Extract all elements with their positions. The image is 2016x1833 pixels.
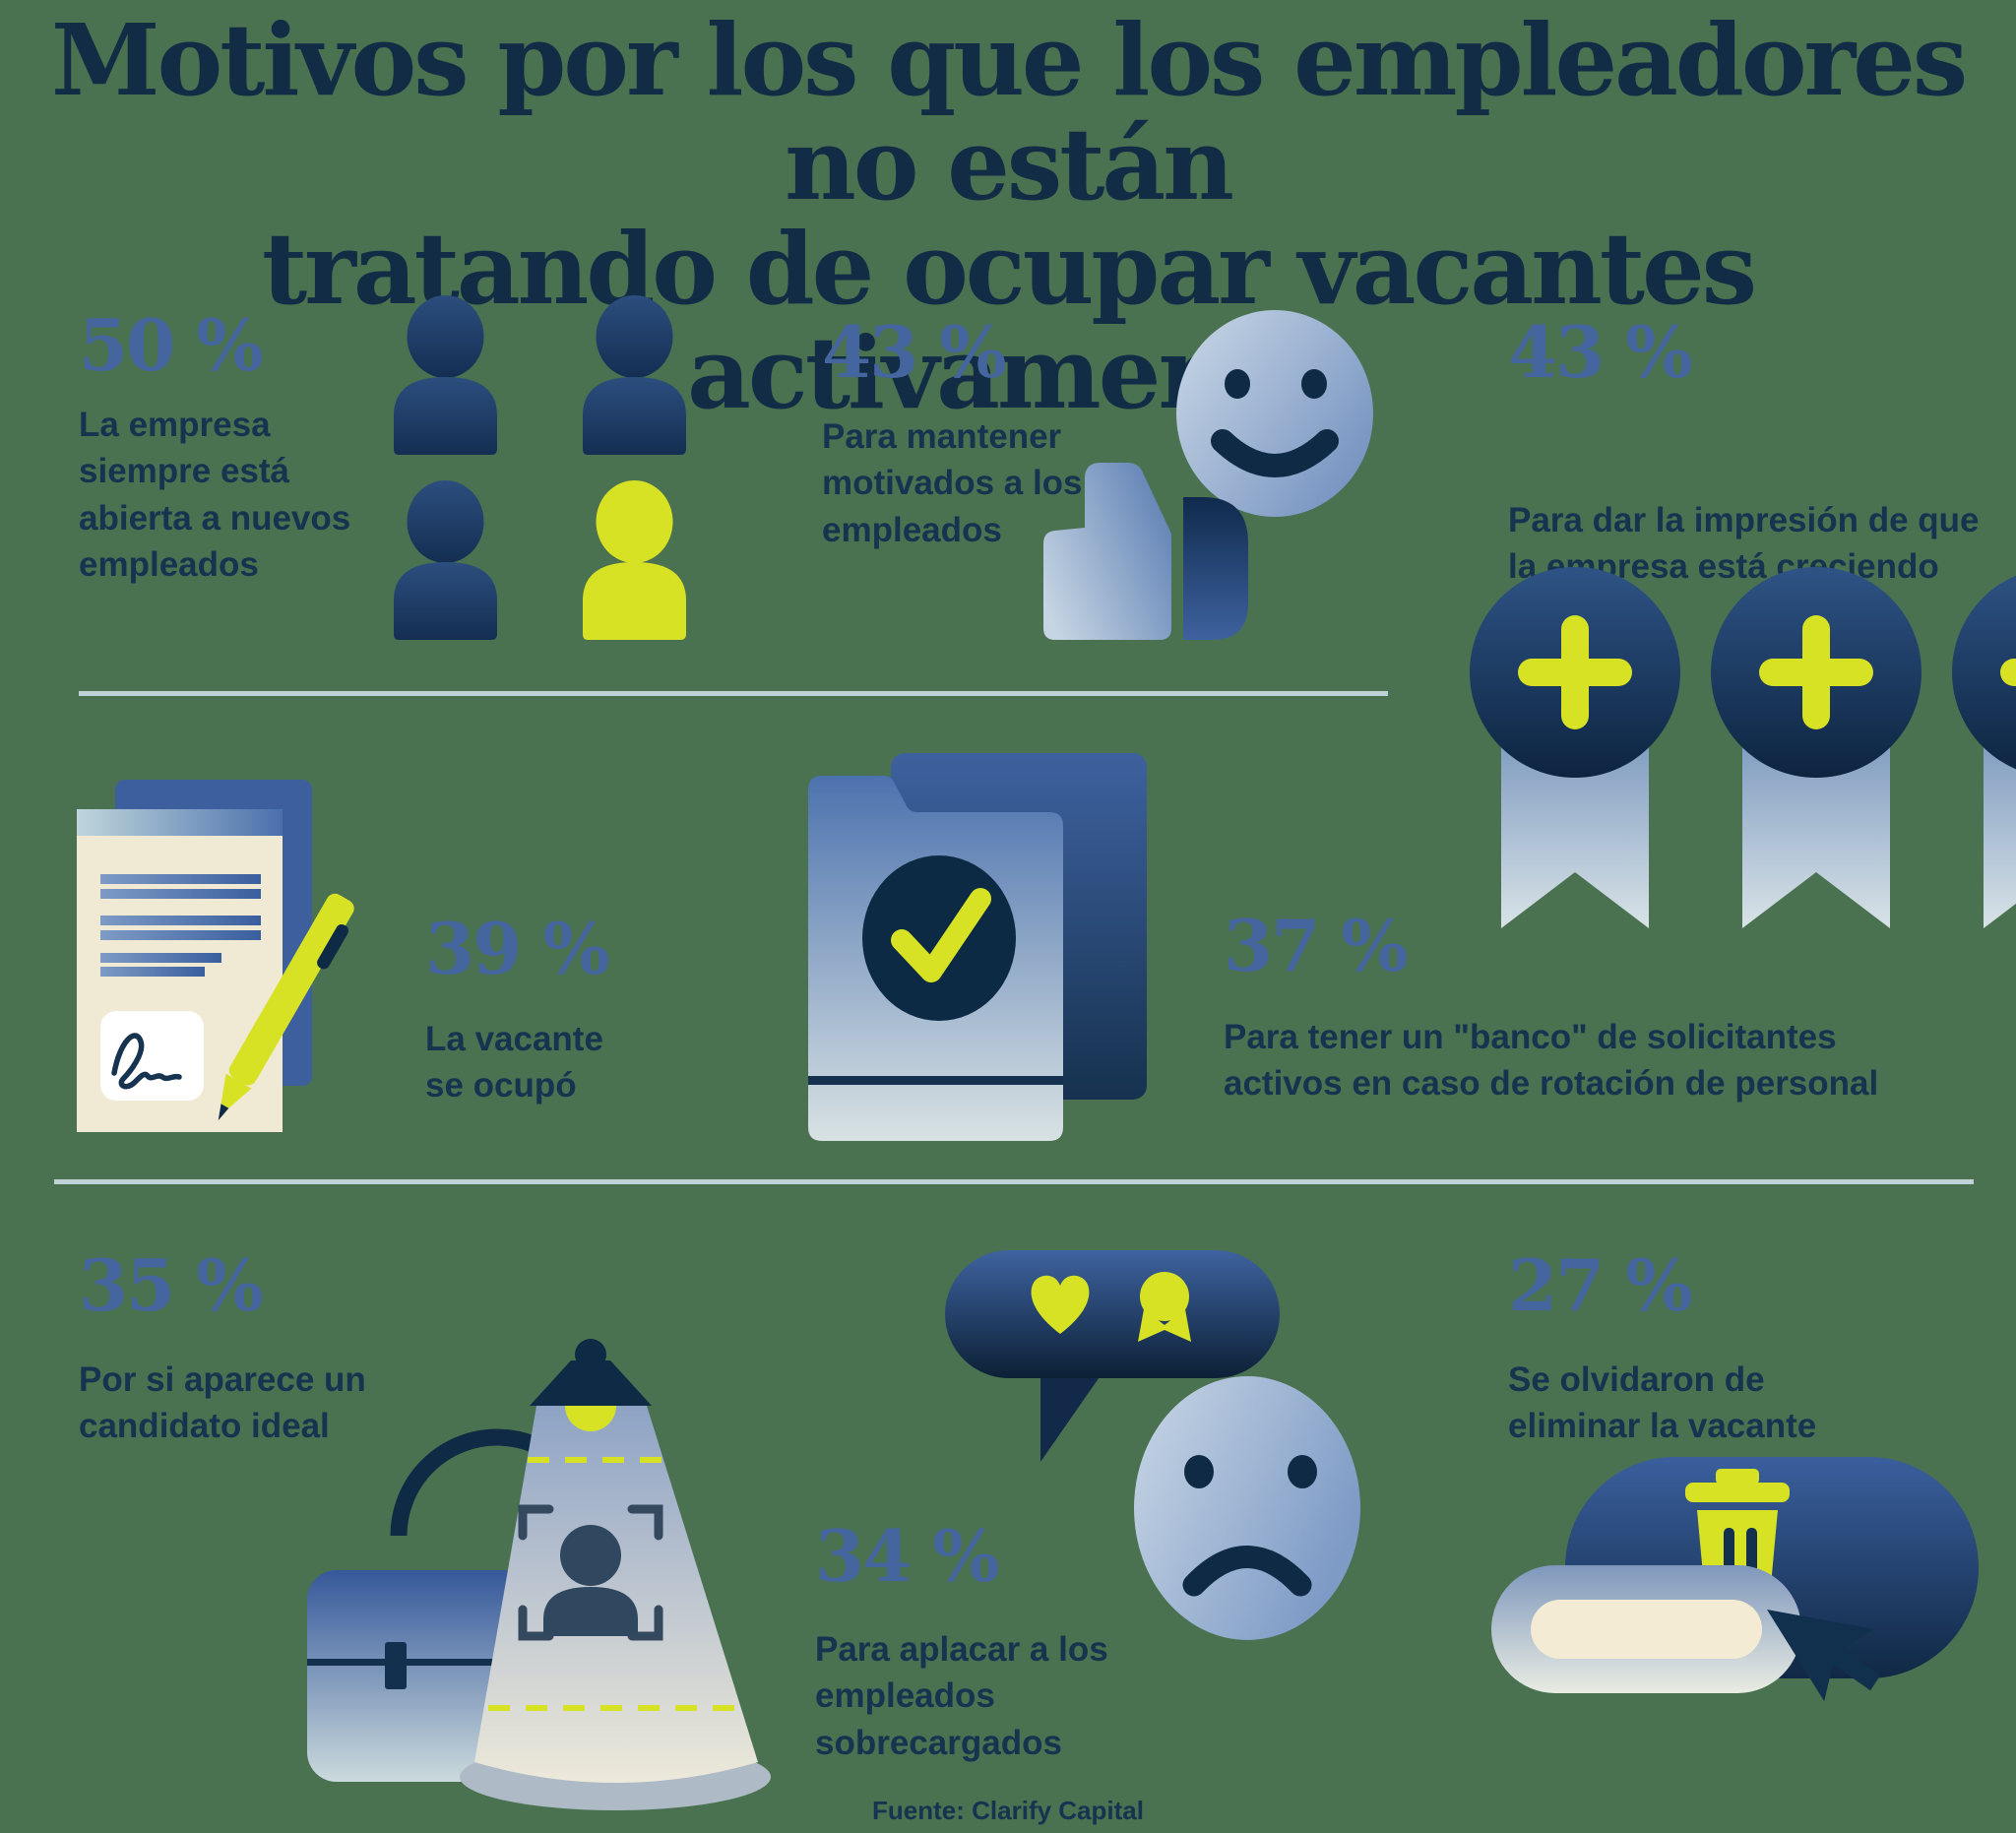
smiley-thumbs-up-icon: [1043, 310, 1373, 640]
source-attribution: Fuente: Clarify Capital: [872, 1796, 1144, 1825]
stat-39-percent: 39 %: [425, 907, 610, 990]
spotlight-lamp-icon: [530, 1339, 652, 1431]
signed-document-pen-icon: [77, 780, 354, 1132]
eye-icon: [1301, 369, 1327, 399]
candidate-frame-icon: [518, 1504, 663, 1641]
stat-43b-description: Para dar la impresión de que la empresa …: [1508, 501, 1980, 587]
award-ribbon-icon: [1711, 567, 1922, 928]
person-highlighted-icon: [583, 480, 686, 640]
heart-icon: [1031, 1275, 1090, 1334]
title-line-2: tratando de ocupar vacantes activamente: [261, 211, 1757, 431]
stat-37-description: Para tener un "banco" de solicitantes ac…: [1224, 1018, 1879, 1104]
cursor-icon: [1767, 1610, 1881, 1702]
people-group-icon: [394, 295, 686, 640]
briefcase-spotlight-icon: [307, 1339, 771, 1810]
front-folder: [808, 776, 1063, 1141]
pen-tip: [218, 1104, 229, 1121]
thumbs-up-icon: [1043, 463, 1248, 640]
eye-icon: [1184, 1455, 1214, 1488]
chat-bubble-sad-face-icon: [945, 1250, 1360, 1640]
check-circle: [862, 855, 1016, 1021]
briefcase-latch: [385, 1642, 407, 1689]
award-ribbon-icon: [1952, 575, 2016, 928]
folder-check-icon: [808, 753, 1147, 1141]
plus-icon: [2000, 659, 2016, 686]
frown-mouth: [1182, 1546, 1312, 1597]
section-divider: [54, 1179, 1974, 1184]
bubble-tail: [1040, 1359, 1112, 1462]
eye-icon: [1225, 369, 1250, 399]
stat-37-percent: 37 %: [1224, 904, 1409, 987]
plus-icon: [1802, 615, 1830, 729]
stat-34-description: Para aplacar a los empleados sobrecargad…: [815, 1630, 1108, 1762]
search-bar-pill: [1491, 1565, 1801, 1693]
stat-35-percent: 35 %: [79, 1243, 264, 1327]
stat-43a-description: Para mantener motivados a los empleados: [822, 417, 1083, 549]
section-divider: [79, 691, 1388, 696]
text-line: [100, 874, 261, 884]
stat-39-description: La vacante se ocupó: [425, 1020, 603, 1106]
plus-icon: [1561, 615, 1589, 729]
bulb-icon: [565, 1406, 616, 1431]
stat-27-description: Se olvidaron de eliminar la vacante: [1508, 1360, 1817, 1446]
title-line-1: Motivos por los que los empleadores no e…: [50, 2, 1968, 222]
page-title: Motivos por los que los empleadores no e…: [0, 8, 2016, 425]
sad-face-icon: [1134, 1376, 1360, 1640]
smiley-face-icon: [1176, 310, 1373, 517]
stat-43a-percent: 43 %: [822, 310, 1007, 394]
person-icon: [583, 295, 686, 455]
eye-icon: [1288, 1455, 1317, 1488]
delete-job-posting-icon: [1491, 1457, 1979, 1702]
person-icon: [394, 295, 497, 455]
check-icon: [891, 888, 991, 982]
stat-34-percent: 34 %: [815, 1514, 1000, 1598]
medal-icon: [1138, 1272, 1191, 1342]
pen-icon: [218, 893, 354, 1121]
smile-mouth: [1211, 429, 1339, 477]
chat-bubble-icon: [945, 1250, 1280, 1462]
candidate-person-icon: [543, 1525, 638, 1636]
text-line: [100, 889, 261, 899]
text-line: [100, 916, 261, 925]
page-header-band: [77, 809, 283, 836]
pen-clip: [317, 923, 348, 970]
stat-43b-percent: 43 %: [1508, 310, 1693, 394]
person-icon: [394, 480, 497, 640]
award-ribbons-icon: [1470, 567, 2016, 928]
search-bar-field: [1531, 1600, 1762, 1659]
award-ribbon-icon: [1470, 567, 1680, 928]
signature-squiggle: [111, 1033, 182, 1090]
stat-27-percent: 27 %: [1508, 1243, 1693, 1327]
text-line: [100, 953, 221, 963]
stat-50-description: La empresa siempre está abierta a nuevos…: [79, 406, 351, 584]
stat-50-percent: 50 %: [79, 303, 264, 387]
thumb-cuff: [1183, 497, 1248, 640]
stat-35-description: Por si aparece un candidato ideal: [79, 1360, 366, 1446]
text-line: [100, 967, 205, 977]
text-line: [100, 930, 261, 940]
folder-stripe: [808, 1076, 1063, 1085]
